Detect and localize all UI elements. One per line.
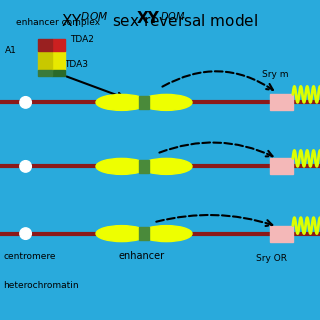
Polygon shape — [38, 39, 52, 51]
Polygon shape — [38, 70, 52, 76]
Text: A1: A1 — [5, 46, 17, 55]
Bar — [270, 94, 293, 110]
Circle shape — [20, 97, 31, 108]
Text: XY$^{DOM}$ sex reversal model: XY$^{DOM}$ sex reversal model — [61, 11, 259, 30]
Ellipse shape — [141, 226, 192, 242]
Ellipse shape — [141, 94, 192, 110]
Circle shape — [20, 228, 31, 239]
FancyArrowPatch shape — [159, 142, 273, 156]
Polygon shape — [38, 51, 52, 70]
Bar — [139, 227, 149, 240]
Text: TDA3: TDA3 — [64, 60, 88, 69]
Text: heterochromatin: heterochromatin — [3, 281, 79, 290]
Bar — [139, 160, 149, 173]
Text: enhancer: enhancer — [118, 251, 164, 261]
Text: Sry OR: Sry OR — [256, 254, 287, 263]
Polygon shape — [52, 70, 65, 76]
Bar — [270, 158, 293, 174]
Polygon shape — [52, 51, 65, 70]
FancyArrowPatch shape — [163, 71, 273, 90]
Ellipse shape — [141, 158, 192, 174]
Text: centromere: centromere — [3, 252, 56, 261]
Ellipse shape — [96, 94, 147, 110]
Bar — [139, 96, 149, 109]
Text: Sry m: Sry m — [262, 70, 289, 79]
Text: TDA2: TDA2 — [70, 35, 94, 44]
Text: XY: XY — [137, 11, 160, 26]
Polygon shape — [52, 39, 65, 51]
Text: $^{DOM}$: $^{DOM}$ — [160, 11, 185, 25]
Ellipse shape — [96, 226, 147, 242]
FancyArrowPatch shape — [156, 215, 272, 226]
Ellipse shape — [96, 158, 147, 174]
Text: enhancer complex: enhancer complex — [16, 18, 100, 27]
Bar — [270, 226, 293, 242]
Circle shape — [20, 161, 31, 172]
